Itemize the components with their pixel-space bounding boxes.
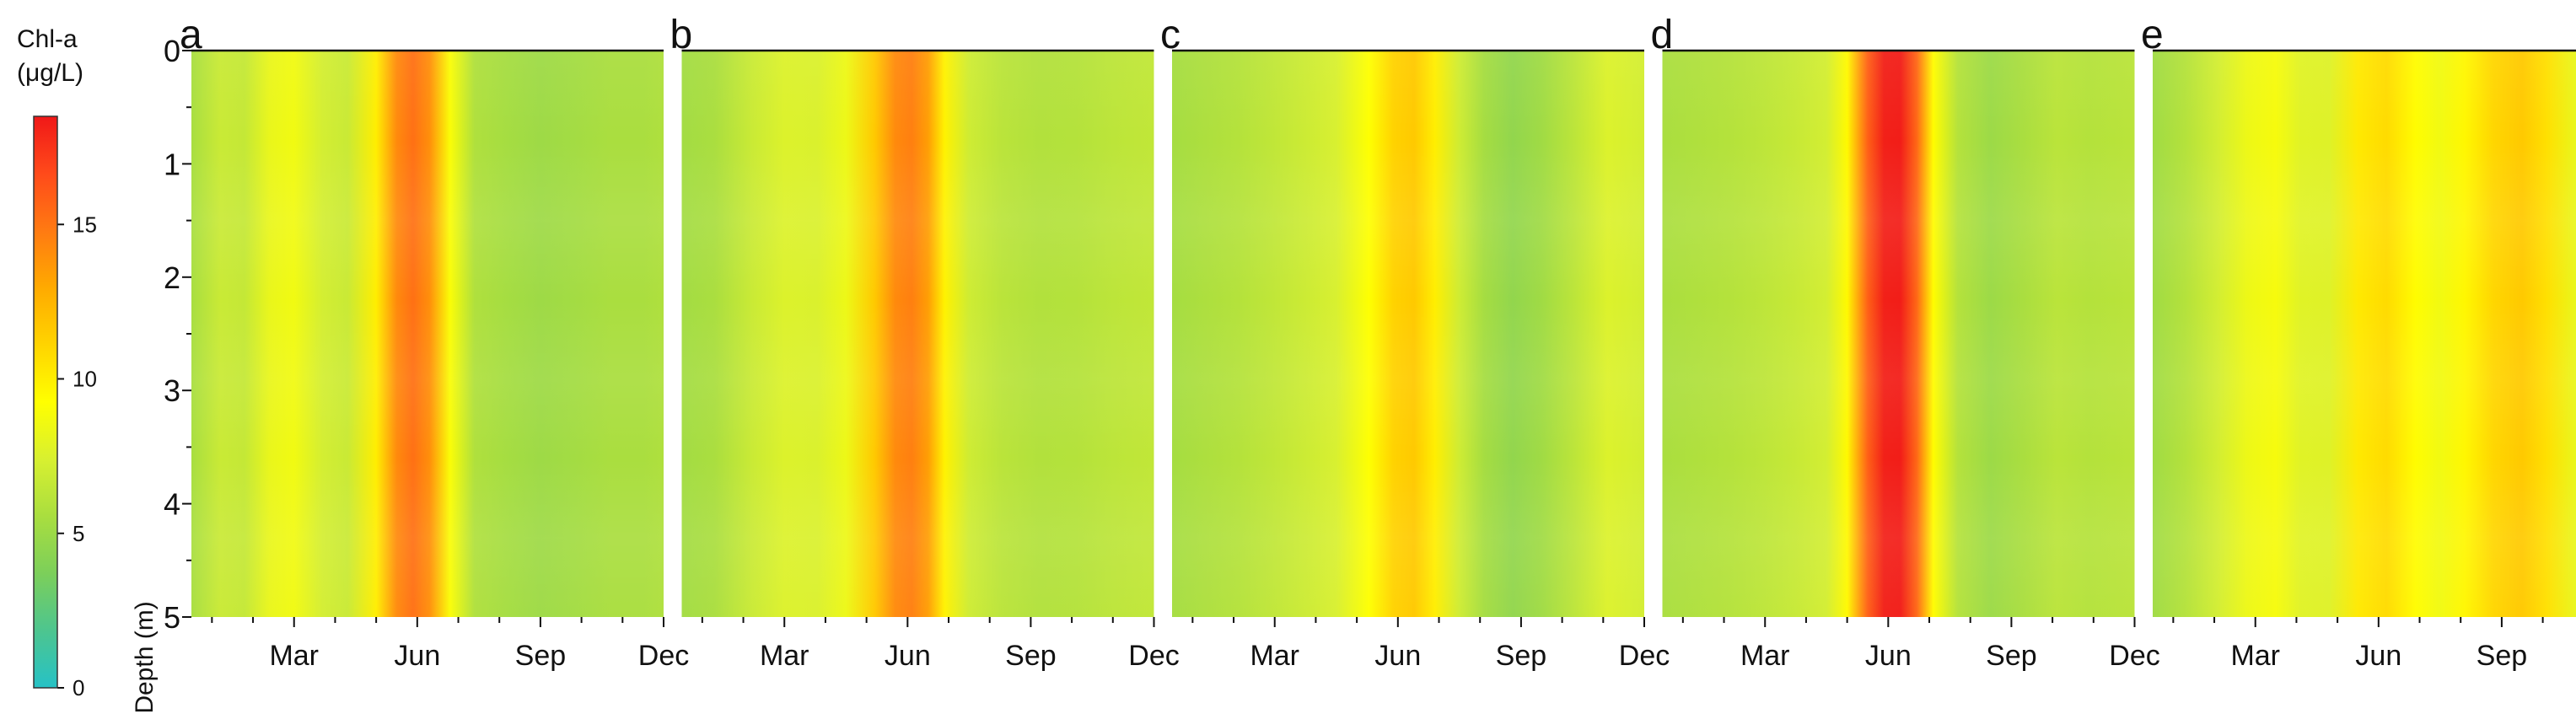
panel-b: Mar Jun Sep Dec b [670, 13, 1180, 672]
colorbar-title-line1: Chl-a [17, 25, 78, 53]
x-tick-label: Sep [1496, 640, 1547, 672]
colorbar: Chl-a (μg/L) 0 5 10 15 [17, 25, 97, 700]
panel-e: MarJunSepDece [2141, 13, 2576, 672]
x-tick-label: Jun [1865, 640, 1912, 672]
x-tick-label: Dec [1128, 640, 1179, 672]
panel-label: d [1651, 13, 1674, 57]
x-tick-label: Sep [515, 640, 567, 672]
x-tick-label: Dec [1619, 640, 1670, 672]
y-tick-label: 2 [164, 260, 180, 295]
colorbar-scale [34, 116, 57, 688]
panel-a: Mar Jun Sep Dec a [180, 13, 689, 672]
x-tick-label: Mar [2230, 640, 2280, 672]
y-tick-label: 0 [164, 34, 180, 68]
y-axis-label: Depth (m) [131, 601, 159, 713]
x-tick-label: Sep [1986, 640, 2037, 672]
colorbar-tick-label: 10 [73, 367, 97, 392]
x-tick-label: Sep [2477, 640, 2528, 672]
x-tick-label: Dec [638, 640, 689, 672]
x-tick-label: Mar [760, 640, 809, 672]
x-tick-label: Mar [1250, 640, 1299, 672]
x-tick-label: Jun [2355, 640, 2401, 672]
x-tick-label: Mar [1740, 640, 1790, 672]
heatmap-texture-c [1172, 51, 1644, 617]
y-axis-ticks: 0 1 2 3 4 5 [164, 34, 191, 635]
panel-d: Mar Jun Sep Dec d [1651, 13, 2160, 672]
x-tick-label: Sep [1005, 640, 1057, 672]
panel-label: c [1160, 13, 1180, 57]
colorbar-title-line2: (μg/L) [17, 59, 83, 87]
y-tick-label: 4 [164, 487, 180, 522]
panel-label: e [2141, 13, 2164, 57]
y-tick-label: 5 [164, 600, 180, 635]
colorbar-frame [33, 115, 58, 689]
colorbar-tick-label: 5 [73, 521, 84, 546]
panel-label: b [670, 13, 693, 57]
y-tick-label: 3 [164, 373, 180, 408]
heatmap-texture-d [1662, 51, 2135, 617]
x-tick-label: Dec [2109, 640, 2159, 672]
panel-label: a [180, 13, 202, 57]
heatmap-texture-a [191, 51, 664, 617]
y-tick-label: 1 [164, 147, 180, 181]
colorbar-ticks: 0 5 10 15 [33, 115, 97, 700]
heatmap-texture-b [681, 51, 1154, 617]
panel-c: Mar Jun Sep Dec c [1160, 13, 1670, 672]
x-tick-label: Jun [885, 640, 931, 672]
y-axis: 0 1 2 3 4 5 Depth (m) [131, 34, 191, 714]
heatmap-texture-e [2153, 51, 2576, 617]
x-tick-label: Jun [394, 640, 440, 672]
x-tick-label: Jun [1374, 640, 1421, 672]
colorbar-tick-label: 0 [73, 675, 84, 700]
colorbar-tick-label: 15 [73, 212, 97, 237]
x-tick-label: Mar [269, 640, 319, 672]
